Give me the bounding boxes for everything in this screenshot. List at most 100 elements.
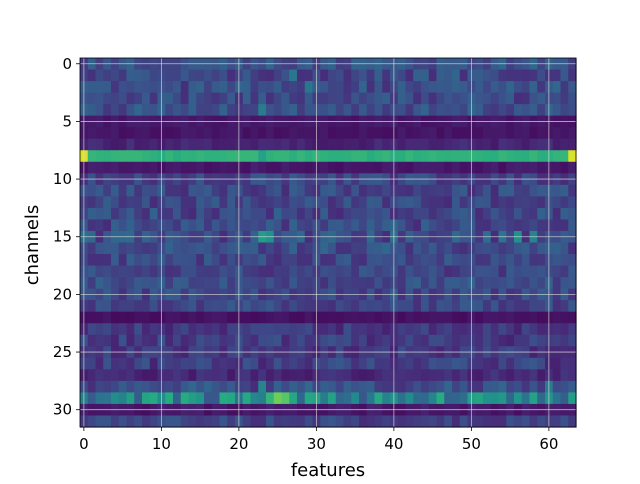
heatmap-cell [103, 242, 112, 255]
heatmap-cell [211, 81, 221, 94]
heatmap-cell [560, 242, 569, 255]
heatmap-cell [397, 69, 407, 82]
heatmap-cell [366, 323, 376, 336]
heatmap-cell [529, 161, 538, 174]
heatmap-cell [227, 219, 236, 232]
heatmap-cell [320, 415, 329, 428]
heatmap-cell [444, 104, 453, 117]
heatmap-cell [537, 150, 546, 163]
heatmap-cell [444, 334, 453, 347]
heatmap-cell [173, 69, 182, 82]
heatmap-cell [227, 254, 236, 267]
heatmap-cell [359, 81, 368, 94]
heatmap-cell [134, 380, 143, 394]
heatmap-cell [514, 380, 523, 394]
heatmap-cell [165, 369, 174, 382]
heatmap-cell [428, 380, 438, 394]
heatmap-cell [382, 207, 391, 221]
heatmap-cell [304, 104, 314, 117]
heatmap-cell [459, 369, 469, 382]
x-tick-label: 30 [307, 435, 326, 453]
heatmap-cell [211, 219, 221, 232]
heatmap-cell [328, 138, 337, 151]
heatmap-cell [188, 369, 197, 382]
heatmap-cell [397, 300, 407, 313]
x-axis-ticks: 0 10 20 30 40 50 60 [79, 427, 558, 453]
heatmap-cell [266, 104, 275, 117]
heatmap-cell [297, 150, 306, 163]
heatmap-cell [382, 380, 391, 394]
heatmap-cell [242, 138, 252, 151]
heatmap-cell [366, 242, 376, 255]
heatmap-cell [118, 219, 128, 232]
heatmap-cell [289, 81, 298, 94]
heatmap-cell [483, 138, 492, 151]
heatmap-cell [118, 300, 128, 313]
heatmap-cell [165, 300, 174, 313]
heatmap-cell [343, 69, 352, 82]
heatmap-cell [165, 323, 174, 336]
heatmap-cell [490, 277, 500, 290]
heatmap-cell [188, 81, 197, 94]
heatmap-cell [366, 334, 376, 347]
heatmap-cell [328, 357, 337, 370]
heatmap-cell [397, 161, 407, 174]
heatmap-cell [304, 380, 314, 394]
heatmap-cell [297, 196, 306, 209]
heatmap-cell [490, 69, 500, 82]
heatmap-cell [343, 392, 352, 405]
heatmap-cell [521, 92, 531, 105]
heatmap-cell [498, 369, 507, 382]
heatmap-cell [219, 104, 228, 117]
x-tick-label: 40 [384, 435, 403, 453]
heatmap-cell [258, 69, 267, 82]
heatmap-cell [405, 357, 414, 370]
heatmap-cell [95, 415, 104, 428]
heatmap-cell [196, 311, 205, 324]
heatmap-cell [475, 277, 484, 290]
heatmap-cell [297, 323, 306, 336]
heatmap-cell [111, 150, 120, 163]
heatmap-cell [173, 207, 182, 221]
heatmap-cell [359, 323, 368, 336]
heatmap-cell [490, 415, 500, 428]
heatmap-cell [529, 138, 538, 151]
heatmap-cell [250, 265, 259, 278]
heatmap-cell [196, 323, 205, 336]
heatmap-cell [490, 184, 500, 197]
heatmap-cell [281, 311, 290, 324]
heatmap-cell [444, 254, 453, 267]
heatmap-cell [180, 265, 190, 278]
heatmap-cell [444, 207, 453, 221]
heatmap-cell [490, 127, 500, 140]
heatmap-cell [281, 104, 290, 117]
heatmap-cell [328, 380, 337, 394]
heatmap-cell [95, 334, 104, 347]
heatmap-cell [374, 380, 383, 394]
heatmap-cell [382, 161, 391, 174]
heatmap-cell [529, 265, 538, 278]
heatmap-cell [359, 392, 368, 405]
heatmap-cell [521, 265, 531, 278]
heatmap-cell [149, 81, 159, 94]
heatmap-cell [475, 380, 484, 394]
heatmap-cell [103, 357, 112, 370]
heatmap-cell [498, 357, 507, 370]
heatmap-cell [103, 265, 112, 278]
heatmap-cell [250, 334, 259, 347]
heatmap-cell [111, 392, 120, 405]
heatmap-cell [227, 392, 236, 405]
heatmap-cell [165, 357, 174, 370]
heatmap-cell [196, 161, 205, 174]
heatmap-cell [552, 219, 562, 232]
heatmap-cell [506, 69, 515, 82]
heatmap-cell [165, 265, 174, 278]
heatmap-cell [475, 161, 484, 174]
heatmap-cell [87, 242, 97, 255]
heatmap-cell [95, 277, 104, 290]
heatmap-cell [87, 184, 97, 197]
heatmap-cell [227, 150, 236, 163]
y-tick-label: 30 [53, 401, 72, 419]
heatmap-cell [405, 311, 414, 324]
heatmap-cell [552, 242, 562, 255]
